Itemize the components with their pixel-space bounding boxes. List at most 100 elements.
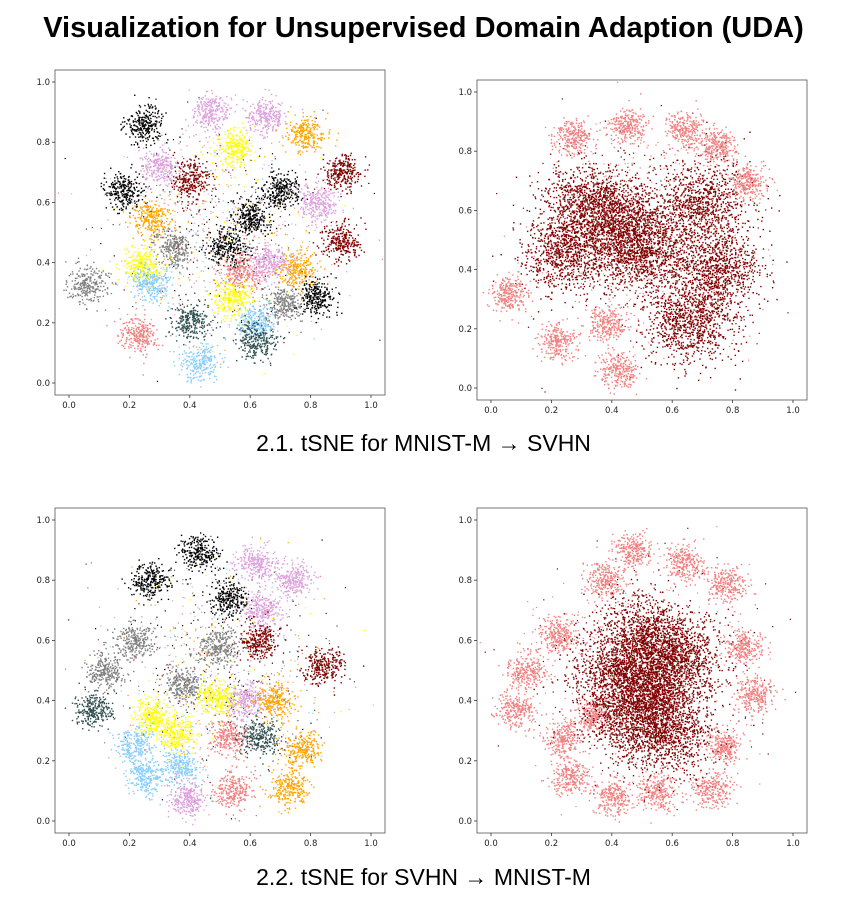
scatter-point — [174, 221, 176, 223]
scatter-point — [294, 142, 297, 144]
scatter-point — [195, 232, 197, 234]
scatter-point — [219, 255, 221, 257]
scatter-point — [229, 128, 231, 131]
scatter-point — [195, 233, 197, 235]
scatter-point — [199, 214, 201, 216]
scatter-point — [234, 333, 236, 335]
scatter-point — [230, 141, 232, 143]
scatter-point — [304, 207, 307, 209]
scatter-point — [252, 214, 254, 217]
scatter-point — [156, 225, 158, 227]
scatter-point — [348, 159, 350, 161]
scatter-point — [223, 253, 226, 256]
scatter-point — [243, 206, 245, 208]
scatter-point — [158, 153, 160, 156]
scatter-point — [316, 199, 318, 202]
scatter-point — [151, 173, 154, 176]
scatter-point — [176, 160, 179, 162]
scatter-point — [105, 193, 107, 195]
scatter-point — [276, 179, 279, 181]
scatter-point — [128, 180, 131, 183]
scatter-point — [247, 199, 250, 201]
scatter-point — [241, 138, 243, 141]
scatter-point — [288, 178, 290, 181]
scatter-point — [309, 193, 312, 196]
scatter-point — [189, 186, 191, 189]
scatter-point — [255, 229, 257, 232]
scatter-point — [265, 117, 267, 119]
scatter-point — [305, 133, 307, 136]
scatter-point — [154, 248, 156, 251]
scatter-point — [139, 124, 141, 126]
scatter-point — [305, 201, 307, 204]
scatter-point — [287, 111, 289, 113]
scatter-point — [355, 224, 358, 226]
scatter-point — [258, 210, 260, 212]
scatter-point — [148, 119, 151, 122]
scatter-point — [312, 137, 314, 139]
scatter-point — [257, 129, 259, 132]
scatter-point — [227, 251, 229, 253]
scatter-point — [320, 266, 322, 268]
scatter-point — [264, 275, 266, 277]
scatter-point — [203, 114, 206, 116]
page-title: Visualization for Unsupervised Domain Ad… — [0, 10, 847, 46]
scatter-point — [156, 221, 159, 223]
scatter-point — [278, 248, 280, 250]
scatter-point — [242, 231, 244, 233]
scatter-point — [188, 89, 190, 91]
scatter-point — [174, 165, 176, 167]
scatter-point — [141, 198, 144, 201]
scatter-point — [340, 164, 342, 166]
scatter-point — [170, 191, 172, 193]
scatter-point — [204, 286, 206, 288]
scatter-point — [272, 127, 274, 129]
scatter-point — [260, 229, 262, 231]
scatter-svg: 0.0 0.2 0.4 0.6 0.8 1.00.00.20.40.60.81.0 — [36, 69, 386, 411]
scatter-point — [240, 214, 243, 216]
scatter-point — [185, 181, 187, 184]
scatter-point — [205, 248, 207, 251]
scatter-point — [243, 147, 246, 149]
scatter-point — [330, 224, 332, 227]
scatter-point — [348, 237, 350, 239]
scatter-point — [346, 245, 348, 248]
scatter-point — [158, 178, 160, 180]
scatter-point — [189, 158, 191, 160]
scatter-point — [348, 243, 350, 245]
scatter-point — [199, 113, 201, 115]
scatter-point — [161, 220, 164, 222]
scatter-point — [196, 213, 198, 215]
scatter-point — [264, 229, 267, 232]
scatter-point — [310, 208, 313, 210]
scatter-point — [283, 264, 286, 266]
scatter-point — [142, 190, 144, 192]
scatter-point — [160, 117, 163, 120]
scatter-point — [160, 123, 162, 126]
scatter-point — [353, 228, 355, 230]
scatter-point — [305, 268, 308, 271]
scatter-point — [203, 145, 206, 147]
scatter-point — [115, 192, 117, 195]
scatter-point — [142, 136, 145, 138]
scatter-point — [113, 183, 116, 185]
scatter-point — [335, 233, 338, 235]
scatter-point — [342, 237, 345, 240]
scatter-point — [162, 171, 164, 173]
scatter-point — [266, 188, 268, 190]
scatter-point — [278, 206, 280, 208]
scatter-point — [318, 206, 321, 208]
scatter-point — [123, 121, 126, 123]
scatter-point — [311, 201, 313, 203]
scatter-point — [265, 181, 268, 183]
scatter-point — [155, 176, 157, 178]
scatter-point — [117, 180, 119, 182]
scatter-point — [209, 124, 212, 127]
scatter-point — [274, 197, 277, 200]
scatter-point — [298, 183, 300, 186]
scatter-point — [240, 226, 243, 228]
scatter-point — [283, 206, 285, 209]
scatter-point — [308, 232, 310, 234]
scatter-point — [280, 210, 282, 213]
scatter-point — [344, 243, 347, 246]
